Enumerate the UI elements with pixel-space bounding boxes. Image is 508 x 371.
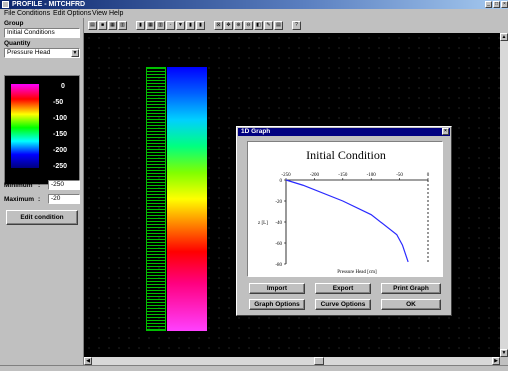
minimum-separator: : [38, 182, 41, 189]
y-tick-label: 0 [280, 179, 283, 184]
marker-icon[interactable]: ▼ [176, 21, 185, 30]
x-tick-label: -250 [281, 173, 291, 178]
scroll-down-icon[interactable]: ▼ [500, 349, 508, 357]
grid-icon[interactable]: ▦ [108, 21, 117, 30]
x-tick-label: 0 [427, 173, 430, 178]
dialog-close-button[interactable]: × [442, 128, 449, 135]
y-axis-label: z [L] [258, 221, 268, 226]
menu-options[interactable]: Options [67, 10, 92, 17]
pressure-icon[interactable]: ▮ [186, 21, 195, 30]
quantity-dropdown[interactable]: Pressure Head ▼ [4, 48, 80, 58]
left-panel: Group Initial Conditions Quantity Pressu… [0, 18, 84, 365]
scroll-thumb[interactable] [314, 357, 324, 365]
help-icon[interactable]: ? [292, 21, 301, 30]
dialog-title-bar: 1D Graph × [238, 128, 450, 136]
menu-file[interactable]: File [4, 10, 16, 17]
curve-options-button[interactable]: Curve Options [315, 299, 371, 310]
y-tick-label: -80 [275, 263, 282, 268]
dialog-title: 1D Graph [241, 128, 271, 135]
red-bar-icon[interactable]: ▮ [196, 21, 205, 30]
scroll-left-icon[interactable]: ◀ [84, 357, 92, 365]
menu-help[interactable]: Help [109, 10, 124, 17]
pressure-head-profile[interactable] [167, 67, 207, 331]
maximum-separator: : [38, 196, 41, 203]
minimize-button[interactable]: _ [485, 1, 492, 8]
legend-tick: -250 [53, 163, 68, 170]
pencil-icon[interactable]: ✎ [264, 21, 273, 30]
y-tick-label: -40 [275, 221, 282, 226]
menu-conditions[interactable]: Conditions [17, 10, 51, 17]
x-tick-label: -200 [310, 173, 320, 178]
save-icon[interactable]: ■ [98, 21, 107, 30]
color-scale-bar [11, 84, 39, 168]
group-field[interactable]: Initial Conditions [4, 28, 80, 38]
menu-bar: File Conditions Edit Options View Help [0, 9, 508, 18]
toolbar: ▤ ■ ▦ ▥ ▮ ▦ ▥ ◦ ▼ ▮ ▮ ⊠ ✥ ⊕ ⊖ ◧ ✎ ▤ ? [84, 18, 508, 33]
zoom-out-icon[interactable]: ⊖ [244, 21, 253, 30]
group-label: Group [4, 20, 24, 27]
graph-dialog: 1D Graph × Initial Condition -250 -200 -15… [236, 126, 452, 316]
edit-condition-button[interactable]: Edit condition [6, 210, 78, 225]
chart-title: Initial Condition [306, 148, 386, 162]
graph-area: Initial Condition -250 -200 -150 -100 -50 0 0 -… [247, 141, 443, 277]
maximize-button[interactable]: □ [493, 1, 500, 8]
window-title: PROFILE - MITCHFRD [12, 1, 86, 8]
legend-tick: -150 [53, 131, 68, 138]
x-tick-label: -150 [338, 173, 348, 178]
title-bar: PROFILE - MITCHFRD _ □ × [0, 0, 508, 9]
print-icon[interactable]: ▤ [88, 21, 97, 30]
print-graph-button[interactable]: Print Graph [381, 283, 441, 294]
y-tick-label: -60 [275, 242, 282, 247]
scroll-up-icon[interactable]: ▲ [500, 33, 508, 41]
horizontal-scrollbar[interactable]: ◀ ▶ [84, 357, 500, 365]
legend-tick: -200 [53, 147, 68, 154]
minimum-field[interactable]: -250 [48, 180, 80, 190]
mesh-icon[interactable]: ▦ [146, 21, 155, 30]
graph-icon[interactable]: ▤ [274, 21, 283, 30]
quantity-value: Pressure Head [7, 49, 51, 56]
zoom-in-icon[interactable]: ⊕ [234, 21, 243, 30]
maximum-field[interactable]: -20 [48, 194, 80, 204]
y-tick-label: -20 [275, 200, 282, 205]
menu-edit[interactable]: Edit [53, 10, 66, 17]
graph-options-button[interactable]: Graph Options [249, 299, 305, 310]
app-icon [2, 1, 9, 8]
move-icon[interactable]: ✥ [224, 21, 233, 30]
color-legend: 0 -50 -100 -150 -200 -250 [4, 75, 80, 185]
minimum-label: Minimum [4, 182, 33, 189]
ok-button[interactable]: OK [381, 299, 441, 310]
menu-view[interactable]: View [92, 10, 108, 17]
legend-tick: 0 [61, 83, 65, 90]
status-bar [0, 365, 508, 371]
zoom-fit-icon[interactable]: ⊠ [214, 21, 223, 30]
chart-svg: -250 -200 -150 -100 -50 00-20-40-60-80 z [L] … [258, 173, 430, 275]
vertical-scrollbar[interactable]: ▲ ▼ [500, 33, 508, 357]
quantity-label: Quantity [4, 40, 31, 47]
export-button[interactable]: Export [315, 283, 371, 294]
select-icon[interactable]: ◧ [254, 21, 263, 30]
discretization-mesh [146, 67, 166, 331]
maximum-label: Maximum [4, 196, 34, 203]
chevron-down-icon[interactable]: ▼ [71, 49, 79, 57]
material-icon[interactable]: ▥ [156, 21, 165, 30]
scroll-right-icon[interactable]: ▶ [492, 357, 500, 365]
close-button[interactable]: × [501, 1, 508, 8]
x-axis-label: Pressure Head [cm] [337, 270, 377, 275]
legend-tick: -100 [53, 115, 68, 122]
legend-tick: -50 [53, 99, 64, 106]
x-tick-label: -100 [367, 173, 377, 178]
series-line [285, 179, 409, 263]
x-tick-label: -50 [396, 173, 403, 178]
observation-icon[interactable]: ◦ [166, 21, 175, 30]
import-button[interactable]: Import [249, 283, 305, 294]
table-icon[interactable]: ▥ [118, 21, 127, 30]
column-icon[interactable]: ▮ [136, 21, 145, 30]
